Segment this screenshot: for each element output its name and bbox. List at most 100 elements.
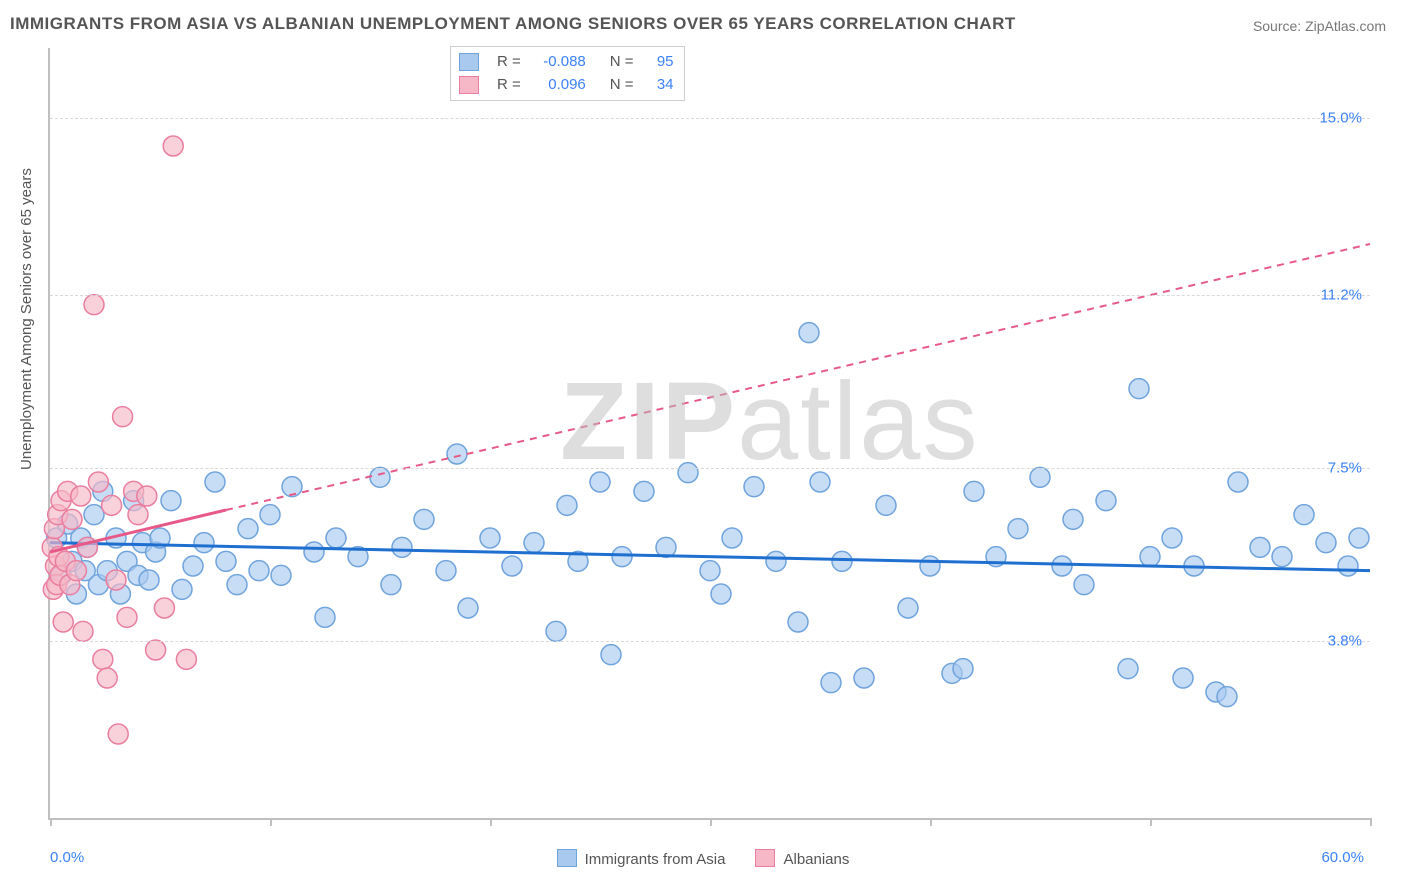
scatter-point bbox=[113, 407, 133, 427]
scatter-point bbox=[1294, 505, 1314, 525]
scatter-point bbox=[1052, 556, 1072, 576]
plot-area: ZIPatlas R =-0.088N =95R =0.096N =34 3.8… bbox=[48, 48, 1370, 820]
scatter-point bbox=[1118, 659, 1138, 679]
legend-n-label: N = bbox=[610, 51, 634, 74]
scatter-point bbox=[1338, 556, 1358, 576]
scatter-point bbox=[1063, 509, 1083, 529]
y-tick-label: 7.5% bbox=[1328, 460, 1362, 477]
scatter-point bbox=[71, 486, 91, 506]
x-tick bbox=[490, 818, 492, 826]
scatter-point bbox=[194, 533, 214, 553]
scatter-point bbox=[117, 607, 137, 627]
scatter-point bbox=[854, 668, 874, 688]
scatter-point bbox=[102, 495, 122, 515]
y-axis-label: Unemployment Among Seniors over 65 years bbox=[18, 168, 35, 470]
scatter-point bbox=[1008, 519, 1028, 539]
scatter-point bbox=[788, 612, 808, 632]
scatter-point bbox=[458, 598, 478, 618]
legend-r-value: 0.096 bbox=[531, 74, 586, 97]
legend-swatch bbox=[755, 849, 775, 867]
chart-title: IMMIGRANTS FROM ASIA VS ALBANIAN UNEMPLO… bbox=[10, 14, 1016, 34]
series-legend: Immigrants from Asia Albanians bbox=[0, 849, 1406, 868]
x-tick bbox=[270, 818, 272, 826]
scatter-point bbox=[766, 551, 786, 571]
scatter-point bbox=[227, 575, 247, 595]
scatter-point bbox=[392, 537, 412, 557]
scatter-point bbox=[176, 649, 196, 669]
legend-swatch bbox=[557, 849, 577, 867]
scatter-point bbox=[711, 584, 731, 604]
chart-container: Unemployment Among Seniors over 65 years… bbox=[0, 40, 1406, 892]
legend-r-label: R = bbox=[497, 51, 521, 74]
x-tick bbox=[1150, 818, 1152, 826]
series-legend-label: Albanians bbox=[783, 851, 849, 868]
scatter-point bbox=[1129, 379, 1149, 399]
scatter-point bbox=[84, 505, 104, 525]
gridline bbox=[50, 295, 1370, 296]
scatter-point bbox=[447, 444, 467, 464]
scatter-point bbox=[315, 607, 335, 627]
series-legend-item: Immigrants from Asia bbox=[557, 849, 726, 868]
x-tick bbox=[1370, 818, 1372, 826]
legend-n-label: N = bbox=[610, 74, 634, 97]
scatter-point bbox=[502, 556, 522, 576]
stats-legend-row: R =0.096N =34 bbox=[459, 74, 674, 97]
scatter-point bbox=[1074, 575, 1094, 595]
gridline bbox=[50, 641, 1370, 642]
scatter-point bbox=[546, 621, 566, 641]
scatter-point bbox=[601, 645, 621, 665]
legend-r-label: R = bbox=[497, 74, 521, 97]
scatter-point bbox=[1173, 668, 1193, 688]
scatter-point bbox=[1140, 547, 1160, 567]
scatter-point bbox=[1096, 491, 1116, 511]
series-legend-label: Immigrants from Asia bbox=[585, 851, 726, 868]
legend-n-value: 95 bbox=[644, 51, 674, 74]
scatter-point bbox=[964, 481, 984, 501]
stats-legend-row: R =-0.088N =95 bbox=[459, 51, 674, 74]
scatter-point bbox=[744, 477, 764, 497]
scatter-point bbox=[436, 561, 456, 581]
scatter-point bbox=[1217, 687, 1237, 707]
scatter-point bbox=[1162, 528, 1182, 548]
gridline bbox=[50, 468, 1370, 469]
scatter-point bbox=[612, 547, 632, 567]
stats-legend: R =-0.088N =95R =0.096N =34 bbox=[450, 46, 685, 101]
scatter-point bbox=[139, 570, 159, 590]
scatter-point bbox=[93, 649, 113, 669]
scatter-point bbox=[1250, 537, 1270, 557]
scatter-point bbox=[172, 579, 192, 599]
scatter-point bbox=[1228, 472, 1248, 492]
scatter-point bbox=[260, 505, 280, 525]
scatter-point bbox=[876, 495, 896, 515]
scatter-point bbox=[84, 295, 104, 315]
scatter-point bbox=[414, 509, 434, 529]
trend-line bbox=[226, 244, 1370, 510]
scatter-point bbox=[557, 495, 577, 515]
scatter-point bbox=[1349, 528, 1369, 548]
scatter-point bbox=[799, 323, 819, 343]
scatter-point bbox=[370, 467, 390, 487]
scatter-point bbox=[898, 598, 918, 618]
gridline bbox=[50, 118, 1370, 119]
scatter-point bbox=[1272, 547, 1292, 567]
scatter-point bbox=[161, 491, 181, 511]
scatter-point bbox=[810, 472, 830, 492]
scatter-point bbox=[106, 570, 126, 590]
scatter-point bbox=[326, 528, 346, 548]
scatter-point bbox=[634, 481, 654, 501]
scatter-point bbox=[920, 556, 940, 576]
scatter-point bbox=[1316, 533, 1336, 553]
series-legend-item: Albanians bbox=[755, 849, 849, 868]
scatter-point bbox=[108, 724, 128, 744]
legend-swatch bbox=[459, 53, 479, 71]
y-tick-label: 11.2% bbox=[1321, 287, 1362, 304]
scatter-point bbox=[205, 472, 225, 492]
scatter-point bbox=[953, 659, 973, 679]
x-tick bbox=[50, 818, 52, 826]
scatter-point bbox=[700, 561, 720, 581]
scatter-point bbox=[238, 519, 258, 539]
scatter-point bbox=[832, 551, 852, 571]
scatter-point bbox=[480, 528, 500, 548]
source-label: Source: ZipAtlas.com bbox=[1253, 18, 1386, 34]
scatter-point bbox=[62, 509, 82, 529]
